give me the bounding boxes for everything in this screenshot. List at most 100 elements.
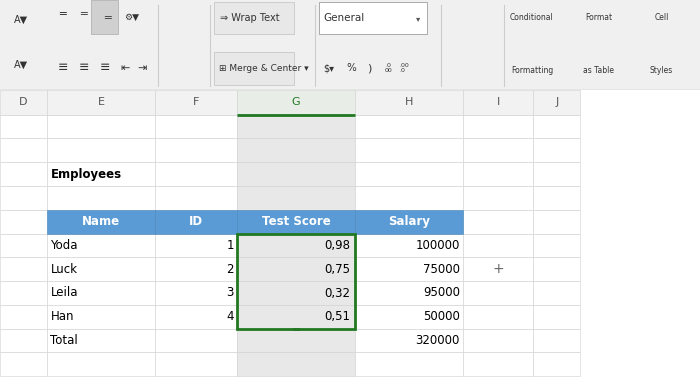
Text: General: General	[323, 13, 365, 24]
Text: 0,75: 0,75	[324, 263, 350, 276]
Text: ≡: ≡	[79, 61, 90, 74]
Bar	[237, 353, 355, 376]
Bar	[47, 305, 155, 329]
Bar	[355, 210, 463, 234]
Bar	[463, 210, 533, 234]
Bar	[0, 115, 47, 138]
Bar	[0, 257, 47, 281]
Text: Yoda: Yoda	[50, 239, 78, 252]
Bar	[155, 210, 237, 234]
Text: Cell: Cell	[654, 14, 668, 22]
Text: 3: 3	[226, 287, 234, 299]
Bar	[237, 138, 355, 162]
Bar	[463, 234, 533, 257]
Text: Formatting: Formatting	[511, 66, 553, 75]
Bar	[91, 0, 118, 34]
Bar	[155, 257, 237, 281]
Text: ⇒ Wrap Text: ⇒ Wrap Text	[220, 13, 280, 24]
Text: Leila: Leila	[50, 287, 78, 299]
Text: Format: Format	[585, 14, 612, 22]
Bar	[463, 90, 533, 115]
Bar	[155, 305, 237, 329]
Text: +: +	[493, 262, 504, 276]
Text: ═: ═	[60, 8, 66, 19]
Bar	[155, 186, 237, 210]
Bar	[237, 90, 355, 115]
Bar	[463, 162, 533, 186]
Bar	[355, 281, 463, 305]
Bar	[533, 281, 580, 305]
Bar	[47, 115, 155, 138]
Bar	[463, 305, 533, 329]
Bar	[237, 257, 355, 281]
Bar	[533, 210, 580, 234]
Bar	[0, 162, 47, 186]
Bar	[47, 257, 155, 281]
Bar	[155, 90, 237, 115]
Bar	[533, 305, 580, 329]
Bar	[0, 138, 47, 162]
Text: 0,32: 0,32	[324, 287, 350, 299]
Bar	[463, 186, 533, 210]
Bar	[47, 162, 155, 186]
Bar	[47, 329, 155, 353]
Bar	[47, 281, 155, 305]
Bar	[237, 210, 355, 234]
Bar	[533, 257, 580, 281]
Text: Styles: Styles	[650, 66, 673, 75]
Bar	[533, 138, 580, 162]
Text: ═: ═	[104, 12, 111, 22]
Text: 1: 1	[226, 239, 234, 252]
Text: D: D	[19, 97, 28, 107]
Bar	[463, 257, 533, 281]
Bar	[47, 210, 155, 234]
Text: ═: ═	[80, 8, 88, 19]
Bar	[237, 115, 355, 138]
Bar	[533, 115, 580, 138]
Bar	[237, 305, 355, 329]
Text: 320000: 320000	[416, 334, 460, 347]
Text: ▾: ▾	[416, 14, 420, 23]
Bar	[155, 162, 237, 186]
Text: F: F	[193, 97, 199, 107]
Text: .00
.0: .00 .0	[399, 63, 409, 73]
Bar	[0, 329, 47, 353]
Bar	[237, 234, 355, 257]
Text: 95000: 95000	[423, 287, 460, 299]
Text: Name: Name	[82, 215, 120, 228]
Text: 2: 2	[226, 263, 234, 276]
Text: ≡: ≡	[58, 61, 69, 74]
Bar	[355, 162, 463, 186]
Text: Han: Han	[50, 310, 74, 323]
Text: ≡: ≡	[100, 61, 111, 74]
Bar	[533, 329, 580, 353]
Bar	[47, 186, 155, 210]
Text: J: J	[555, 97, 559, 107]
Bar	[155, 138, 237, 162]
Text: as Table: as Table	[583, 66, 614, 75]
Bar	[0, 210, 47, 234]
Bar	[533, 162, 580, 186]
Text: ⊞ Merge & Center ▾: ⊞ Merge & Center ▾	[219, 64, 309, 73]
Bar	[533, 90, 580, 115]
Bar	[463, 115, 533, 138]
Bar	[355, 90, 463, 115]
Text: Employees: Employees	[50, 168, 122, 180]
Bar	[47, 210, 155, 234]
Bar	[318, 2, 427, 34]
Bar	[355, 329, 463, 353]
Text: 50000: 50000	[423, 310, 460, 323]
Bar	[214, 52, 294, 85]
Text: ⚙▼: ⚙▼	[125, 13, 139, 22]
Text: $▾: $▾	[323, 63, 335, 73]
Bar	[0, 234, 47, 257]
Text: Conditional: Conditional	[510, 14, 554, 22]
Text: %: %	[346, 63, 356, 73]
Bar	[47, 138, 155, 162]
Bar	[533, 234, 580, 257]
Bar	[0, 353, 47, 376]
Text: ⇥: ⇥	[137, 62, 146, 73]
Bar	[355, 305, 463, 329]
Text: Luck: Luck	[50, 263, 78, 276]
Bar	[355, 210, 463, 234]
